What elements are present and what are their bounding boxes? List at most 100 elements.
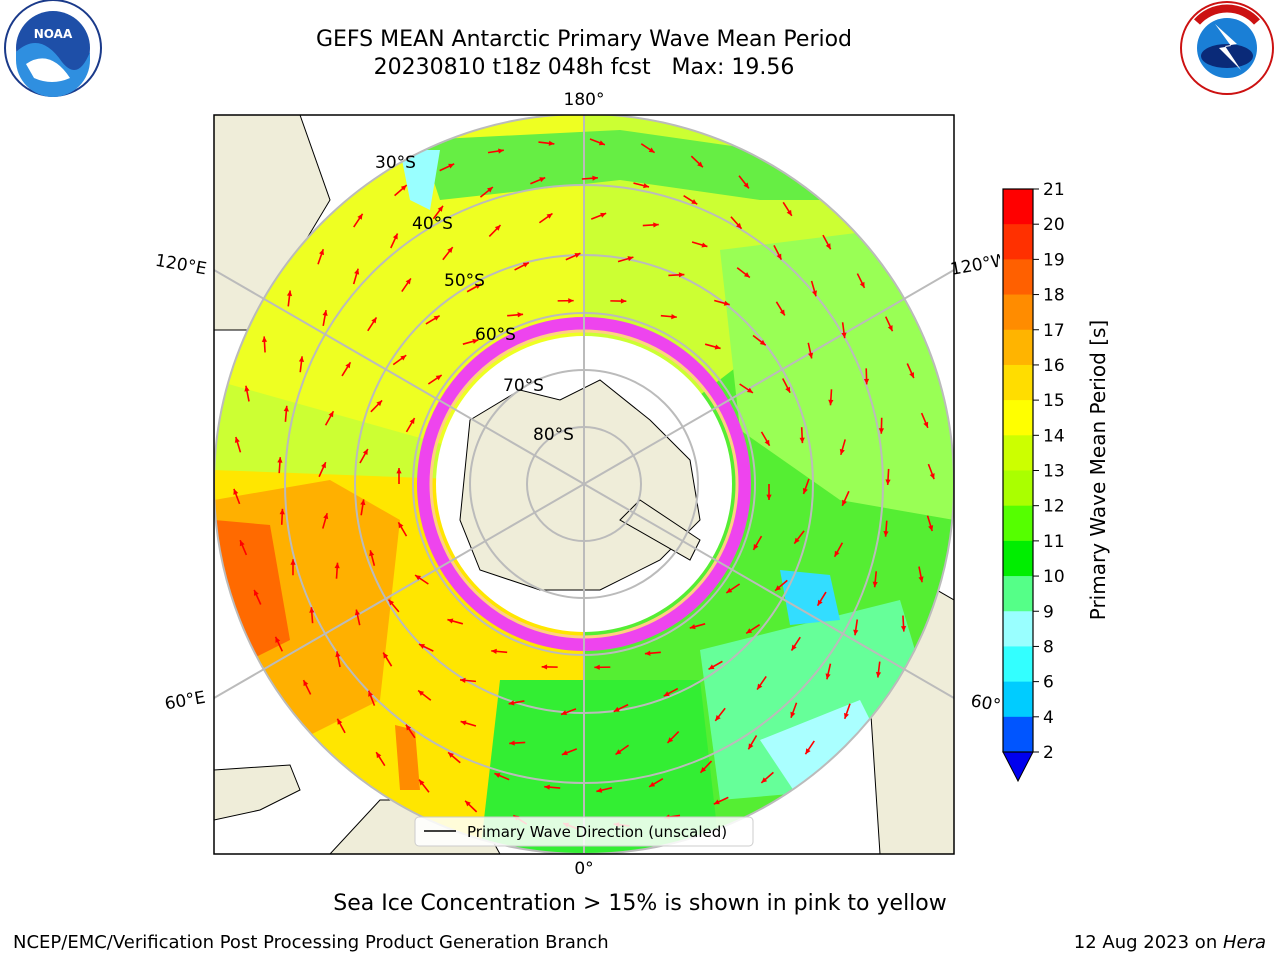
colorbar-band — [1003, 611, 1033, 647]
wave-arrow — [354, 609, 361, 626]
colorbar-tick-label: 19 — [1043, 250, 1065, 270]
wave-arrow — [810, 280, 818, 297]
wave-arrow — [487, 148, 504, 154]
wave-arrow — [279, 508, 285, 525]
wave-arrow — [926, 515, 934, 532]
colorbar: 2 4 6 8 9 10 11 12 13 14 15 16 17 18 19 20 21 — [1002, 180, 1065, 783]
wave-arrow — [447, 751, 461, 764]
wave-arrow — [875, 661, 882, 678]
wave-arrow — [900, 615, 907, 632]
wave-arrow — [544, 784, 561, 790]
wave-arrow — [309, 607, 315, 624]
sea-ice-caption: Sea Ice Concentration > 15% is shown in … — [333, 891, 947, 916]
lat-label-80: 80°S — [533, 425, 574, 445]
wave-arrow — [918, 566, 924, 583]
wave-arrow — [774, 579, 788, 592]
colorbar-band — [1003, 435, 1033, 471]
wave-arrow — [689, 623, 706, 630]
wave-arrow — [745, 624, 761, 635]
wave-arrow — [405, 417, 416, 433]
colorbar-tick-label: 12 — [1043, 497, 1065, 517]
wave-arrow — [739, 383, 754, 394]
wave-arrow — [557, 298, 574, 304]
wave-arrow — [334, 562, 340, 579]
wave-arrow — [872, 571, 878, 588]
wave-arrow — [760, 431, 771, 447]
wave-arrow — [760, 771, 774, 784]
wave-arrow — [799, 427, 805, 444]
wave-arrow — [298, 356, 305, 373]
wave-arrow — [581, 175, 598, 181]
colorbar-band — [1003, 400, 1033, 436]
wave-arrow — [883, 520, 889, 537]
colorbar-tick-label: 13 — [1043, 462, 1065, 482]
wave-arrow — [317, 248, 325, 265]
wave-arrow — [752, 535, 763, 551]
wave-arrow — [747, 735, 758, 750]
wave-direction-arrows — [233, 138, 935, 830]
colorbar-band — [1003, 294, 1033, 331]
wave-arrow — [322, 309, 328, 327]
wave-arrow — [360, 499, 366, 516]
wave-arrow — [390, 233, 399, 249]
wave-arrow — [773, 245, 783, 260]
wave-arrow — [841, 490, 850, 507]
wave-arrow — [752, 334, 767, 346]
wave-arrow — [538, 140, 555, 146]
wave-arrow — [633, 182, 650, 189]
meridian-label-60e: 60°E — [163, 688, 207, 715]
wave-arrow — [766, 484, 772, 500]
footer-credit: NCEP/EMC/Verification Post Processing Pr… — [13, 932, 609, 953]
wave-arrow — [417, 689, 432, 701]
colorbar-tick-label: 6 — [1043, 673, 1054, 693]
wave-arrow — [642, 222, 659, 228]
antarctica-land — [459, 379, 701, 591]
wave-arrow — [927, 463, 935, 480]
colorbar-band — [1003, 505, 1033, 542]
wave-arrow — [561, 748, 578, 756]
wave-arrow — [425, 314, 441, 325]
graticule — [214, 115, 954, 854]
wave-arrow — [704, 343, 721, 350]
lat-label-50: 50°S — [444, 271, 485, 291]
wave-arrow — [683, 195, 698, 205]
colorbar-tick-label: 21 — [1043, 180, 1065, 200]
wave-arrow — [822, 234, 832, 250]
colorbar-extend-triangle — [1002, 751, 1034, 783]
wave-arrow — [648, 777, 664, 788]
colorbar-tick-label: 16 — [1043, 356, 1065, 376]
wave-arrow — [613, 703, 629, 713]
wave-arrow — [804, 740, 815, 755]
wave-arrow — [856, 273, 866, 289]
colorbar-band — [1003, 646, 1033, 683]
wave-arrow — [414, 574, 429, 585]
wave-arrow — [514, 261, 530, 271]
wave-arrow — [885, 468, 891, 486]
wave-arrow — [234, 436, 242, 453]
wave-arrow — [369, 550, 376, 566]
wave-arrow — [447, 618, 464, 625]
meridian-label-120e: 120°E — [154, 251, 208, 280]
chart-title: GEFS MEAN Antarctic Primary Wave Mean Pe… — [315, 27, 853, 52]
wave-arrow — [590, 212, 607, 220]
meridian-label-0: 0° — [574, 859, 593, 879]
wave-arrow — [708, 660, 723, 671]
wave-arrow — [790, 702, 798, 719]
wave-arrow — [392, 354, 407, 366]
wave-arrow — [352, 268, 360, 285]
wave-arrow — [816, 591, 827, 607]
wave-arrow — [359, 448, 369, 464]
wave-arrow — [589, 138, 606, 146]
wave-arrow — [666, 730, 680, 744]
wave-arrow — [367, 316, 378, 332]
wave-arrow — [387, 599, 400, 613]
colorbar-tick-label: 15 — [1043, 391, 1065, 411]
colorbar-tick-label: 10 — [1043, 567, 1065, 587]
wave-arrow — [560, 708, 577, 716]
polar-map: 30°S 40°S 50°S 60°S 70°S 80°S 180° 0° 12… — [154, 90, 1000, 879]
wave-arrow — [488, 224, 502, 238]
wave-arrow — [509, 740, 526, 746]
wave-arrow — [466, 283, 482, 293]
wave-arrow — [668, 272, 685, 278]
wave-arrow — [439, 163, 455, 172]
